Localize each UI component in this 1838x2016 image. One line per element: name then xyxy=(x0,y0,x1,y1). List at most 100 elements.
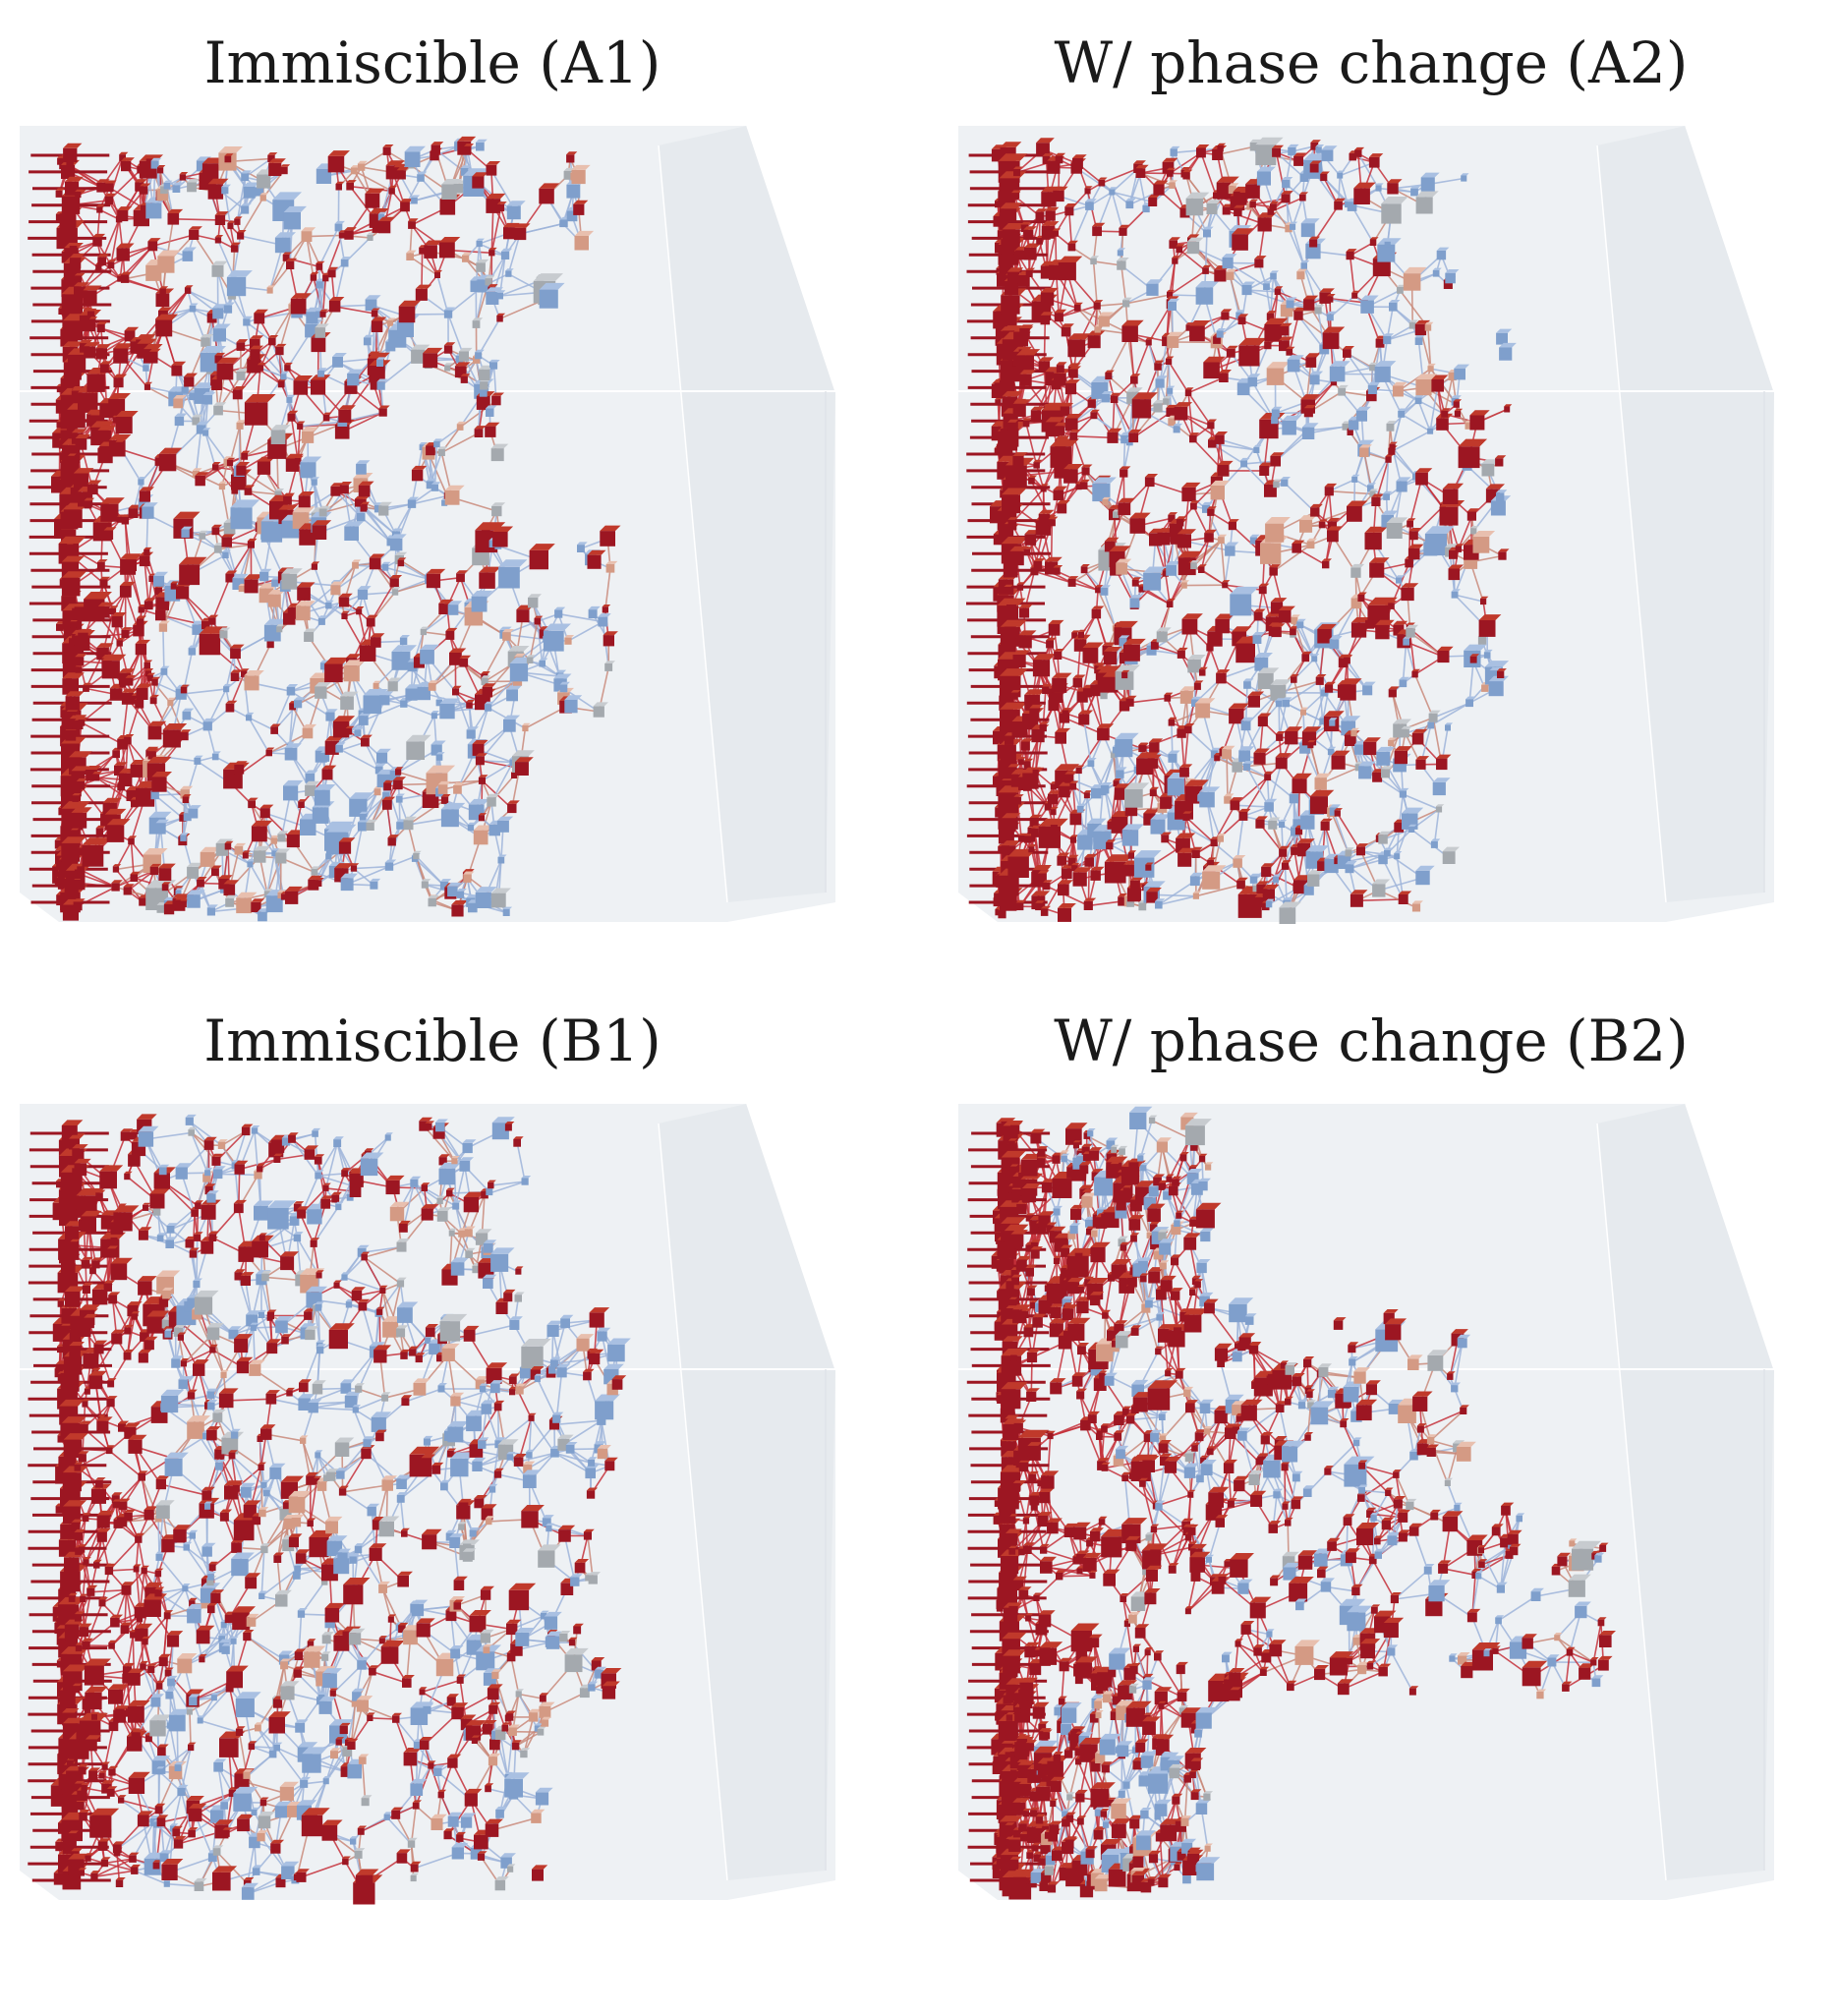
pore-intermediate xyxy=(270,425,291,444)
pore-invading xyxy=(507,800,520,814)
pore-invading xyxy=(92,233,106,247)
throat xyxy=(181,688,227,695)
pore-invading xyxy=(241,450,251,460)
pore-invading xyxy=(324,735,344,755)
pore-invading xyxy=(116,638,126,647)
pore-intermediate xyxy=(219,627,231,639)
pore-invading xyxy=(123,884,135,895)
pore-invading xyxy=(297,421,306,430)
pore-invading xyxy=(119,581,136,598)
pore-invading xyxy=(283,492,295,505)
pore-intermediate xyxy=(387,677,402,692)
pore-invading xyxy=(180,684,190,694)
throat xyxy=(249,863,268,894)
pore-defending xyxy=(496,290,506,300)
throat xyxy=(1097,303,1126,307)
throat xyxy=(337,358,373,364)
pore-intermediate xyxy=(605,560,618,573)
pore-invading xyxy=(496,313,506,322)
throat xyxy=(353,826,364,869)
pore-defending xyxy=(284,743,302,761)
pore-invading xyxy=(149,863,161,876)
pore-defending xyxy=(259,568,272,582)
pore-invading xyxy=(230,242,241,253)
pore-defending xyxy=(399,635,410,645)
pore-invading xyxy=(145,156,154,165)
pore-invading xyxy=(120,271,133,283)
pore-invading xyxy=(124,734,135,745)
pore-intermediate xyxy=(277,831,289,842)
throat xyxy=(1125,294,1171,305)
pore-invading xyxy=(316,260,325,270)
pore-invading xyxy=(179,556,207,586)
pore-defending xyxy=(317,615,328,625)
throat xyxy=(1097,589,1117,629)
throat xyxy=(1070,205,1091,248)
pore-invading xyxy=(78,717,87,726)
throat xyxy=(127,739,147,765)
pore-invading xyxy=(106,819,131,842)
pore-intermediate xyxy=(481,675,491,686)
pore-intermediate xyxy=(302,723,317,739)
pore-defending xyxy=(280,372,289,380)
pore-intermediate xyxy=(187,179,201,193)
pore-invading xyxy=(230,669,243,681)
pore-intermediate xyxy=(391,587,401,596)
throat xyxy=(246,321,273,343)
pore-invading xyxy=(257,363,266,372)
pore-invading xyxy=(378,405,390,417)
pore-intermediate xyxy=(167,697,176,706)
pore-invading xyxy=(69,243,81,254)
throat xyxy=(362,591,396,596)
pore-defending xyxy=(226,270,253,297)
pore-invading xyxy=(293,375,314,395)
pore-defending xyxy=(212,304,228,319)
pore-invading xyxy=(99,576,111,588)
pore-defending xyxy=(588,605,601,619)
throat xyxy=(321,278,327,315)
pore-invading xyxy=(482,683,496,698)
pore-defending xyxy=(460,165,472,176)
pore-invading xyxy=(155,314,179,337)
pore-intermediate xyxy=(406,250,417,260)
pore-invading xyxy=(61,836,86,862)
pore-invading xyxy=(99,361,112,374)
pore-intermediate xyxy=(234,842,247,855)
pore-invading xyxy=(311,374,331,395)
pore-invading xyxy=(338,837,356,854)
pore-intermediate xyxy=(311,866,320,876)
pore-defending xyxy=(374,763,386,775)
pore-invading xyxy=(158,447,183,472)
pore-invading xyxy=(195,472,209,487)
pore-invading xyxy=(284,362,293,372)
pore-invading xyxy=(189,226,202,240)
pore-intermediate xyxy=(236,368,249,380)
throat xyxy=(334,304,372,308)
pore-invading xyxy=(151,676,161,686)
pore-invading xyxy=(114,762,128,776)
throat xyxy=(407,824,418,857)
pore-intermediate xyxy=(201,334,214,347)
throat xyxy=(1063,717,1104,735)
pore-invading xyxy=(161,882,171,892)
pore-invading xyxy=(208,614,219,625)
pore-defending xyxy=(300,456,322,479)
throat xyxy=(435,426,461,445)
pore-invading xyxy=(250,335,264,350)
pore-invading xyxy=(297,582,316,601)
pore-invading xyxy=(197,877,207,888)
pore-invading xyxy=(214,211,229,225)
pore-invading xyxy=(73,468,94,489)
pore-invading xyxy=(332,716,356,738)
throat xyxy=(226,526,260,544)
pore-defending xyxy=(498,559,528,589)
pore-invading xyxy=(327,150,350,173)
pore-invading xyxy=(121,688,139,705)
pore-invading xyxy=(230,644,245,660)
pore-invading xyxy=(96,321,108,333)
pore-invading xyxy=(460,374,471,383)
throat xyxy=(386,786,401,827)
pore-defending xyxy=(505,268,514,277)
pore-invading xyxy=(529,544,555,570)
throat xyxy=(1076,307,1099,330)
